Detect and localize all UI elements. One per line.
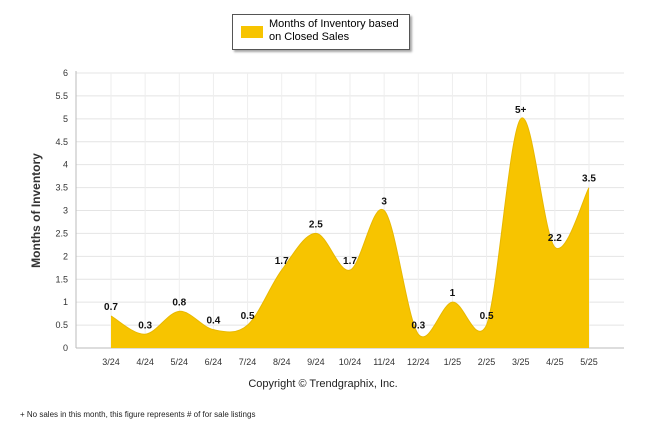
y-tick-label: 0 — [63, 343, 68, 353]
y-tick-label: 3.5 — [55, 183, 68, 193]
data-label: 0.3 — [138, 320, 152, 331]
x-tick-label: 11/24 — [373, 357, 395, 367]
x-tick-label: 3/25 — [512, 357, 530, 367]
y-tick-label: 6 — [63, 68, 68, 78]
y-tick-label: 3 — [63, 206, 68, 216]
y-tick-label: 2 — [63, 251, 68, 261]
area-series-line — [110, 117, 590, 338]
y-tick-label: 0.5 — [55, 320, 68, 330]
data-label: 0.3 — [411, 320, 425, 331]
x-tick-label: 2/25 — [478, 357, 496, 367]
x-tick-label: 1/25 — [444, 357, 462, 367]
x-tick-label: 5/24 — [171, 357, 189, 367]
data-label: 3 — [381, 197, 387, 208]
data-label: 2.5 — [309, 219, 323, 230]
data-label: 1.7 — [275, 256, 289, 267]
data-label: 0.4 — [206, 316, 220, 327]
data-label: 0.5 — [241, 311, 255, 322]
data-label: 0.5 — [480, 311, 494, 322]
data-label: 2.2 — [548, 233, 562, 244]
x-tick-label: 10/24 — [339, 357, 362, 367]
x-tick-label: 5/25 — [580, 357, 598, 367]
copyright-text: Copyright © Trendgraphix, Inc. — [248, 378, 398, 390]
data-label: 1 — [450, 288, 456, 299]
y-axis-title: Months of Inventory — [29, 153, 43, 268]
data-label: 0.7 — [104, 302, 118, 313]
x-tick-label: 8/24 — [273, 357, 291, 367]
y-tick-label: 1 — [63, 297, 68, 307]
y-tick-label: 4.5 — [55, 137, 68, 147]
data-label: 0.8 — [172, 297, 186, 308]
x-tick-label: 9/24 — [307, 357, 325, 367]
y-tick-label: 4 — [63, 160, 68, 170]
x-tick-label: 4/24 — [136, 357, 154, 367]
data-label: 5+ — [515, 105, 527, 116]
x-tick-label: 4/25 — [546, 357, 564, 367]
legend-swatch — [241, 26, 263, 38]
legend-label: Months of Inventory based on Closed Sale… — [269, 18, 399, 43]
x-tick-label: 12/24 — [407, 357, 430, 367]
y-tick-label: 5.5 — [55, 91, 68, 101]
y-tick-label: 1.5 — [55, 274, 68, 284]
y-tick-label: 5 — [63, 114, 68, 124]
data-label: 1.7 — [343, 256, 357, 267]
area-series-fill — [111, 117, 589, 348]
x-tick-label: 3/24 — [102, 357, 120, 367]
legend: Months of Inventory based on Closed Sale… — [232, 14, 410, 50]
y-tick-label: 2.5 — [55, 228, 68, 238]
x-tick-label: 6/24 — [205, 357, 223, 367]
data-label: 3.5 — [582, 174, 596, 185]
footnote-text: + No sales in this month, this figure re… — [20, 410, 256, 419]
x-tick-label: 7/24 — [239, 357, 257, 367]
